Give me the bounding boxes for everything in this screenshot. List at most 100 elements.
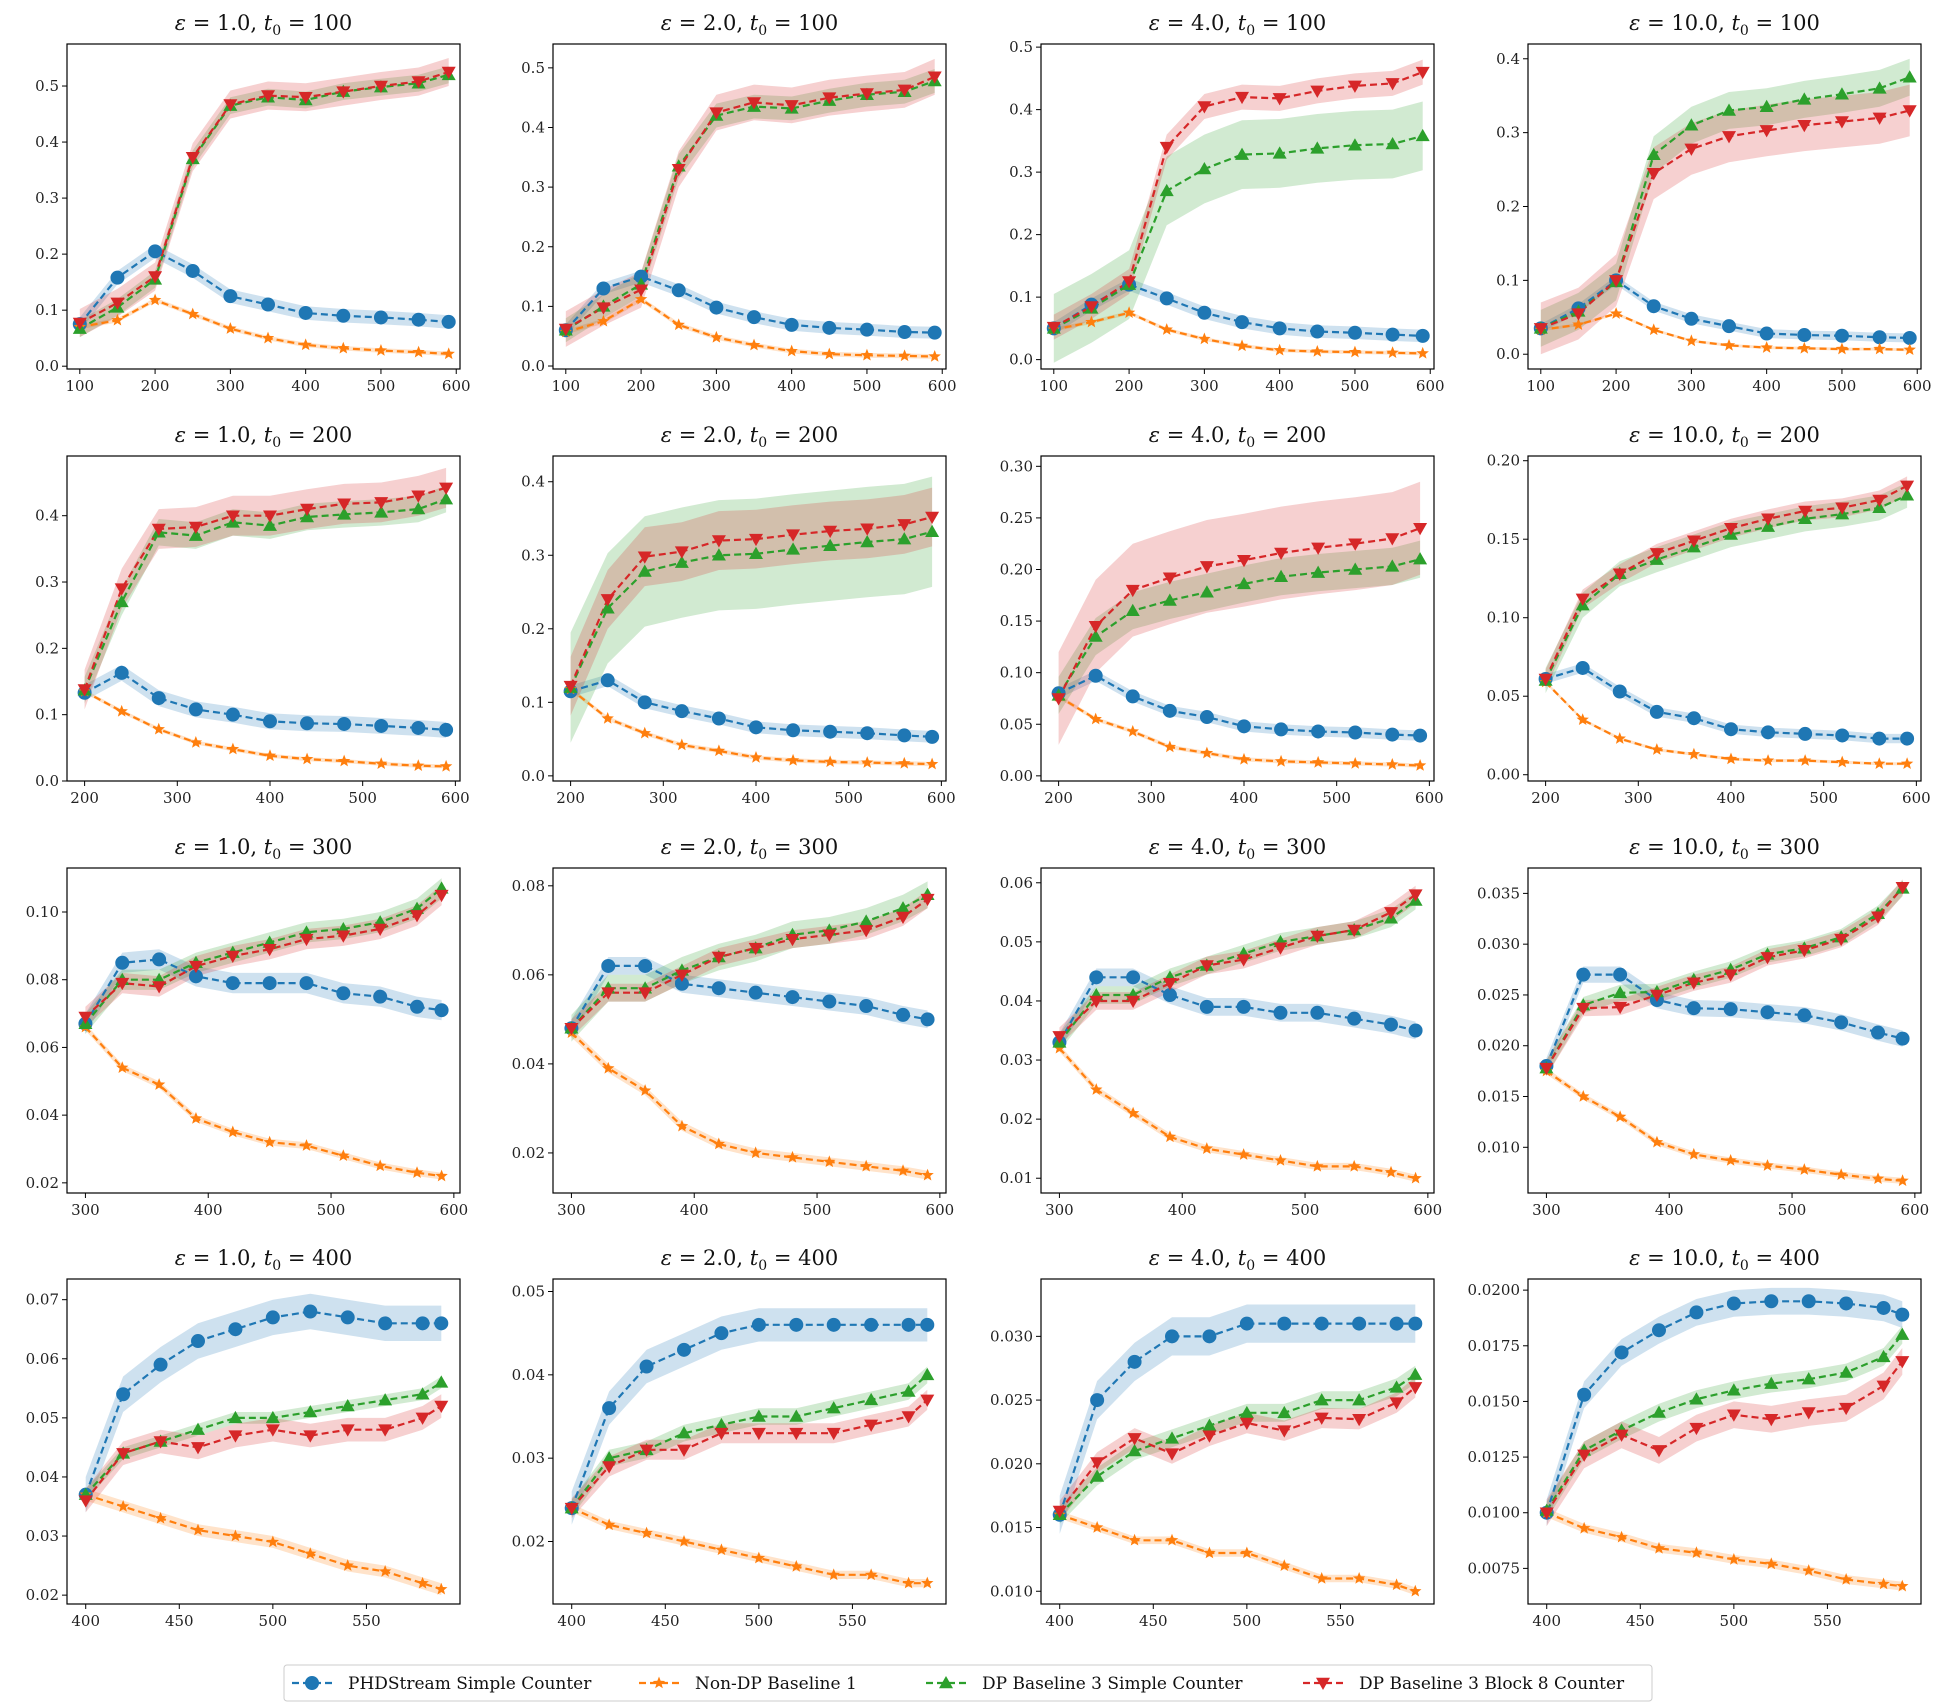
data-point	[1314, 1393, 1329, 1406]
data-point	[265, 1410, 280, 1424]
data-point	[1052, 1031, 1067, 1044]
data-point	[1278, 1559, 1291, 1572]
data-point	[596, 302, 611, 315]
confidence-band	[1546, 1348, 1903, 1527]
data-point	[1877, 1577, 1890, 1590]
x-tick-label: 600	[1416, 377, 1445, 395]
legend: PHDStream Simple Counter Non-DP Baseline …	[283, 1664, 1653, 1702]
data-point	[1199, 585, 1214, 598]
data-point	[189, 736, 203, 748]
data-point	[1612, 684, 1627, 699]
confidence-band	[1546, 1325, 1903, 1520]
confidence-band	[571, 957, 928, 1038]
y-tick-label: 0.0	[1496, 345, 1520, 363]
x-tick-label: 600	[1902, 789, 1931, 807]
data-point	[1310, 85, 1325, 98]
data-point	[77, 684, 92, 697]
confidence-band	[571, 1028, 928, 1180]
y-tick-label: 0.0	[35, 357, 59, 375]
data-point	[1200, 746, 1214, 759]
data-point	[1235, 339, 1249, 352]
x-tick-label: 600	[440, 1201, 469, 1219]
data-point	[672, 318, 685, 331]
data-point	[674, 555, 689, 568]
data-point	[709, 107, 724, 120]
plot-area	[1533, 58, 1917, 356]
y-tick-label: 0.02	[1000, 1110, 1033, 1128]
data-point	[1576, 713, 1589, 726]
series-line	[1053, 134, 1423, 330]
data-point	[1090, 1393, 1105, 1408]
confidence-band	[84, 664, 447, 738]
x-tick-label: 500	[1233, 1612, 1262, 1630]
data-point	[920, 1317, 935, 1332]
data-point	[116, 1500, 130, 1512]
x-tick-label: 550	[838, 1612, 867, 1630]
x-tick-label: 400	[742, 789, 771, 807]
legend-box	[283, 1664, 1653, 1702]
data-point	[298, 305, 313, 320]
data-point	[78, 1495, 93, 1508]
x-tick-label: 450	[1139, 1612, 1168, 1630]
series-line	[84, 1026, 442, 1178]
y-tick-label: 0.0175	[1468, 1337, 1521, 1355]
series-line	[1544, 494, 1908, 681]
data-point	[1084, 301, 1099, 314]
data-point	[1162, 572, 1177, 585]
data-point	[1759, 99, 1774, 113]
data-point	[1652, 1405, 1666, 1418]
y-tick-label: 0.010	[1477, 1138, 1520, 1156]
x-tick-label: 400	[1717, 789, 1746, 807]
data-point	[1413, 728, 1428, 743]
axes-frame	[1527, 867, 1922, 1194]
data-point	[1577, 1449, 1592, 1462]
legend-marker	[652, 1676, 666, 1689]
confidence-band	[85, 878, 442, 1034]
data-point	[336, 308, 351, 323]
data-point	[601, 712, 614, 724]
data-point	[1835, 502, 1850, 515]
data-point	[434, 889, 449, 903]
data-point	[714, 1326, 729, 1341]
data-point	[671, 283, 686, 298]
data-point	[712, 744, 726, 757]
x-tick-label: 400	[71, 1612, 100, 1630]
data-point	[785, 990, 800, 1005]
data-point	[1272, 146, 1287, 159]
confidence-band	[1053, 59, 1423, 340]
confidence-band	[85, 1394, 442, 1513]
data-point	[340, 1310, 355, 1325]
panel: ε = 4.0, t0 = 200 200 300 400 500 600 0.00 0.05…	[1000, 423, 1444, 807]
plot-area	[558, 58, 942, 362]
data-point	[226, 742, 240, 755]
data-point	[826, 1401, 841, 1414]
data-point	[152, 722, 165, 735]
data-point	[411, 76, 426, 89]
data-point	[897, 325, 912, 340]
data-point	[1199, 960, 1214, 973]
data-point	[600, 601, 615, 614]
series-line	[1057, 558, 1421, 696]
data-point	[1088, 629, 1103, 642]
data-point	[601, 987, 616, 1000]
data-point	[116, 1387, 131, 1402]
y-tick-label: 0.0200	[1468, 1281, 1521, 1299]
data-point	[752, 1551, 766, 1564]
data-point	[823, 1155, 836, 1168]
axes-frame	[552, 43, 947, 370]
data-point	[712, 1137, 725, 1150]
data-point	[1690, 1546, 1703, 1559]
data-point	[1724, 752, 1738, 765]
data-point	[747, 338, 761, 351]
y-tick-label: 0.5	[521, 59, 545, 77]
data-point	[1797, 92, 1812, 105]
data-point	[1684, 143, 1699, 156]
data-point	[1613, 1001, 1628, 1015]
confidence-band	[571, 1504, 928, 1588]
plot-area	[1052, 885, 1423, 1184]
data-point	[1347, 1159, 1361, 1172]
data-point	[1652, 1445, 1666, 1458]
plot-area	[78, 1293, 449, 1596]
data-point	[1126, 1106, 1140, 1119]
data-point	[1834, 116, 1849, 129]
